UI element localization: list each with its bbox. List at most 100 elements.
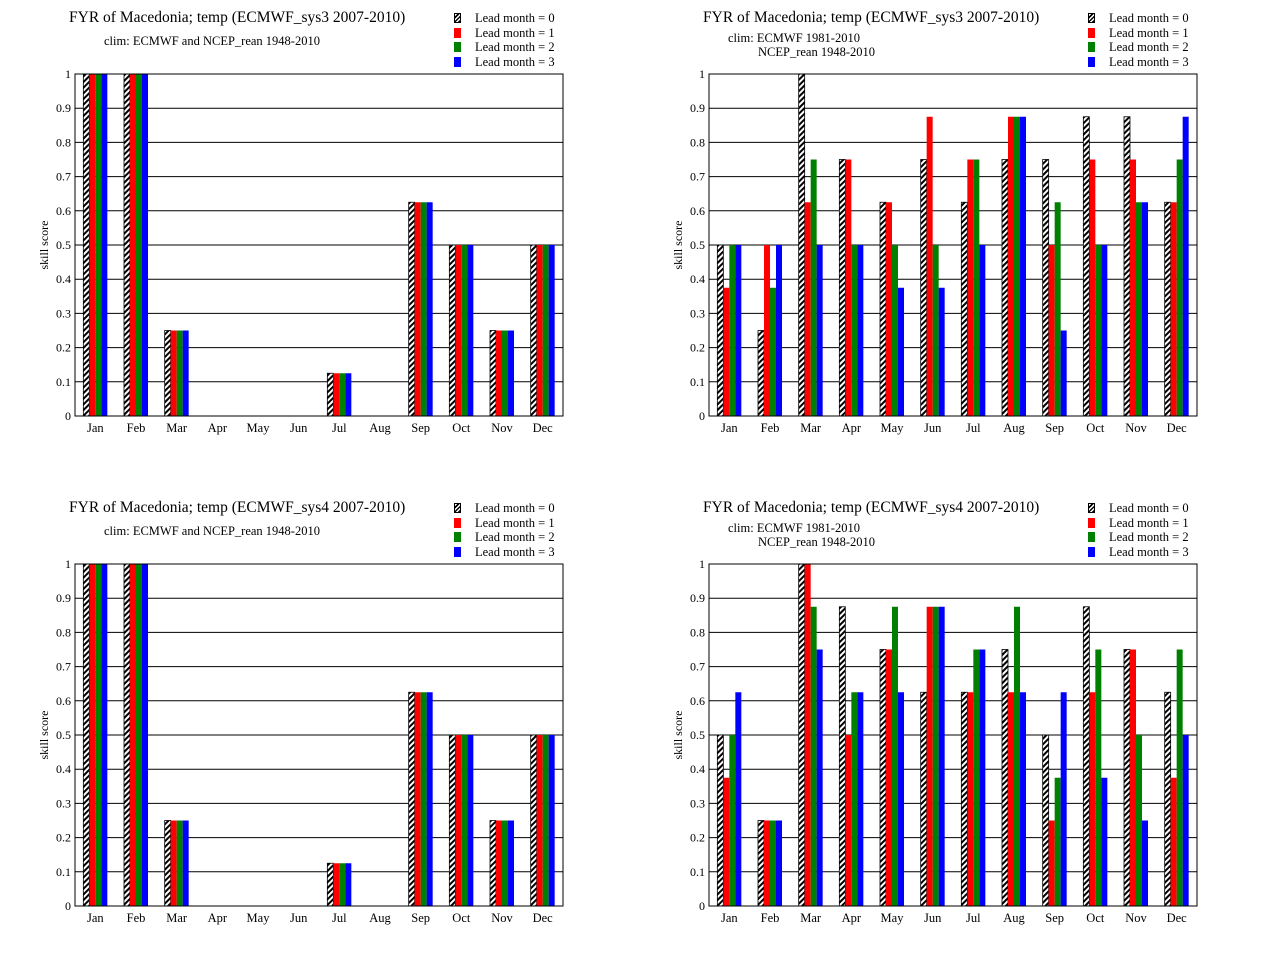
legend-item-lead-0: Lead month = 0 xyxy=(1088,501,1189,516)
bar-feb-lead-2 xyxy=(770,287,776,416)
bar-jul-lead-3 xyxy=(979,245,986,416)
bar-jan-lead-3 xyxy=(101,74,108,416)
chart-panel-1: FYR of Macedonia; temp (ECMWF_sys3 2007-… xyxy=(0,0,634,490)
legend-item-lead-0: Lead month = 0 xyxy=(1088,11,1189,26)
bar-dec-lead-1 xyxy=(536,735,543,906)
y-tick-label: 0.4 xyxy=(690,272,705,286)
bar-dec-lead-3 xyxy=(548,245,555,416)
blue-swatch-icon xyxy=(1088,547,1095,558)
bar-sep-lead-1 xyxy=(414,692,421,906)
bar-apr-lead-2 xyxy=(851,692,858,906)
legend-item-lead-2: Lead month = 2 xyxy=(454,530,555,545)
bar-apr-lead-3 xyxy=(857,692,864,906)
y-tick-label: 0.3 xyxy=(56,306,71,320)
legend-item-lead-0: Lead month = 0 xyxy=(454,501,555,516)
bar-jan-lead-1 xyxy=(89,74,96,416)
x-tick-label: May xyxy=(247,911,271,925)
y-tick-label: 0.8 xyxy=(56,135,71,149)
bar-sep-lead-0 xyxy=(408,691,416,907)
chart-subtitle-2: NCEP_rean 1948-2010 xyxy=(758,535,875,549)
y-tick-label: 0.1 xyxy=(56,375,71,389)
bar-jul-lead-0 xyxy=(326,372,334,417)
x-tick-label: Sep xyxy=(1045,911,1064,925)
bar-jan-lead-1 xyxy=(89,564,96,906)
bar-jan-lead-0 xyxy=(82,73,90,417)
bar-apr-lead-1 xyxy=(845,735,852,906)
x-tick-label: Jan xyxy=(721,911,738,925)
blue-swatch-icon xyxy=(1088,57,1095,68)
bar-nov-lead-2 xyxy=(1136,202,1142,416)
y-tick-label: 0.5 xyxy=(56,728,71,742)
bar-oct-lead-0 xyxy=(448,244,456,417)
y-tick-label: 0.9 xyxy=(690,101,705,115)
legend: Lead month = 0 Lead month = 1 Lead month… xyxy=(1088,11,1189,69)
bar-jan-lead-1 xyxy=(723,777,730,906)
bar-jun-lead-0 xyxy=(920,159,928,417)
x-tick-label: Mar xyxy=(800,421,822,435)
bar-may-lead-1 xyxy=(886,202,892,416)
bar-apr-lead-3 xyxy=(857,245,864,416)
bar-mar-lead-2 xyxy=(810,159,817,416)
bar-may-lead-0 xyxy=(879,649,887,907)
legend-item-lead-0: Lead month = 0 xyxy=(454,11,555,26)
x-tick-label: Nov xyxy=(491,911,513,925)
x-tick-label: Oct xyxy=(1086,911,1105,925)
bar-jan-lead-0 xyxy=(82,563,90,907)
x-tick-label: Jul xyxy=(966,421,981,435)
y-tick-label: 0 xyxy=(699,899,705,913)
hatch-swatch-icon xyxy=(1088,13,1095,24)
y-tick-label: 0.2 xyxy=(56,341,71,355)
bar-mar-lead-3 xyxy=(816,245,823,416)
bar-jun-lead-2 xyxy=(932,245,939,416)
x-tick-label: Aug xyxy=(1003,911,1025,925)
bar-apr-lead-1 xyxy=(845,159,852,416)
chart-subtitle: clim: ECMWF 1981-2010 xyxy=(728,521,860,535)
y-tick-label: 0.5 xyxy=(56,238,71,252)
bar-jul-lead-0 xyxy=(326,862,334,907)
y-tick-label: 0.6 xyxy=(56,694,71,708)
bar-oct-lead-2 xyxy=(461,245,468,416)
y-tick-label: 0.7 xyxy=(56,660,71,674)
bar-nov-lead-1 xyxy=(1130,159,1136,416)
bar-may-lead-3 xyxy=(898,287,904,416)
legend: Lead month = 0 Lead month = 1 Lead month… xyxy=(454,11,555,69)
x-tick-label: Feb xyxy=(761,421,780,435)
y-axis-label: skill score xyxy=(671,221,685,270)
bar-oct-lead-3 xyxy=(467,735,474,906)
plot-frame xyxy=(74,73,564,417)
bar-feb-lead-2 xyxy=(770,820,776,906)
x-tick-label: Jun xyxy=(924,421,942,435)
x-tick-label: Aug xyxy=(369,421,391,435)
x-tick-label: Jun xyxy=(924,911,942,925)
bar-feb-lead-3 xyxy=(776,820,782,906)
bar-jan-lead-3 xyxy=(101,564,108,906)
y-tick-label: 0.4 xyxy=(690,762,705,776)
bar-feb-lead-0 xyxy=(123,73,131,417)
bar-jul-lead-1 xyxy=(967,692,974,906)
bar-oct-lead-2 xyxy=(1095,245,1102,416)
bar-sep-lead-1 xyxy=(1048,820,1055,906)
bar-jun-lead-0 xyxy=(920,691,928,907)
y-tick-label: 0.7 xyxy=(690,170,705,184)
legend-item-lead-1: Lead month = 1 xyxy=(454,26,555,41)
chart-subtitle: clim: ECMWF 1981-2010 xyxy=(728,31,860,45)
bar-sep-lead-2 xyxy=(420,692,427,906)
x-tick-label: Jul xyxy=(966,911,981,925)
bar-jul-lead-0 xyxy=(960,201,968,417)
bar-sep-lead-3 xyxy=(426,202,433,416)
bar-oct-lead-3 xyxy=(1101,777,1108,906)
bar-chart: 0 0.1 0.2 0.3 0.4 0.5 0.6 0.7 0.8 0.9 1 skill score… xyxy=(37,67,564,435)
bar-dec-lead-1 xyxy=(1170,777,1177,906)
bar-jan-lead-0 xyxy=(716,244,724,417)
y-axis-label: skill score xyxy=(37,221,51,270)
chart-title: FYR of Macedonia; temp (ECMWF_sys4 2007-… xyxy=(703,499,1040,516)
bar-dec-lead-0 xyxy=(530,734,538,907)
bar-aug-lead-0 xyxy=(1001,159,1009,417)
x-tick-label: Jan xyxy=(87,421,104,435)
x-tick-label: Nov xyxy=(1125,421,1147,435)
bar-oct-lead-0 xyxy=(1082,606,1090,907)
bar-sep-lead-3 xyxy=(1060,330,1067,416)
x-tick-label: Mar xyxy=(166,421,188,435)
bar-feb-lead-3 xyxy=(142,564,148,906)
y-tick-label: 0 xyxy=(65,409,71,423)
